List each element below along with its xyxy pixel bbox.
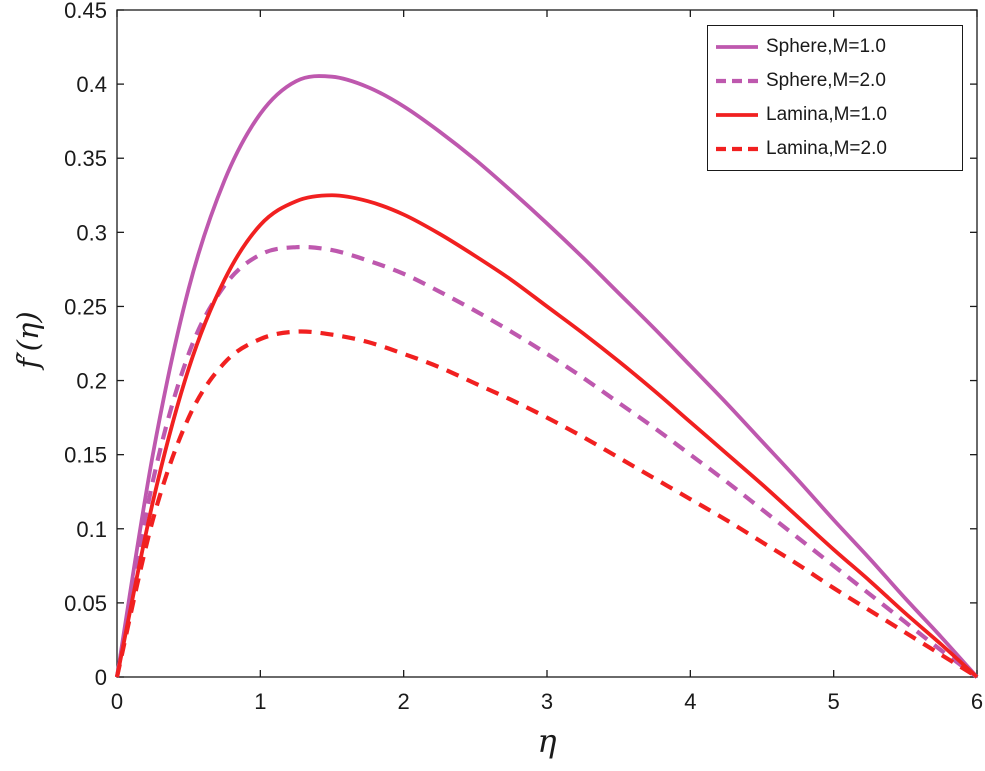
legend: Sphere,M=1.0 Sphere,M=2.0 Lamina,M=1.0 L… — [707, 25, 963, 171]
curve-sphere-m-2-0 — [114, 244, 979, 679]
y-tick-label: 0 — [95, 665, 107, 690]
y-tick-label: 0.1 — [76, 517, 107, 542]
legend-label: Sphere,M=2.0 — [766, 70, 886, 91]
y-tick-label: 0.25 — [64, 294, 107, 319]
legend-label: Lamina,M=2.0 — [766, 138, 887, 159]
x-axis-label: η — [537, 722, 557, 760]
y-axis-label: f′(η) — [11, 311, 45, 369]
y-tick-label: 0.2 — [76, 369, 107, 394]
curve-sphere-m-1-0 — [115, 74, 979, 679]
x-tick-label: 0 — [111, 689, 123, 714]
legend-label: Lamina,M=1.0 — [766, 104, 887, 125]
y-tick-label: 0.05 — [64, 591, 107, 616]
x-tick-label: 4 — [684, 689, 696, 714]
legend-line-sample — [716, 45, 758, 49]
legend-item: Sphere,M=1.0 — [714, 31, 956, 63]
legend-label: Sphere,M=1.0 — [766, 36, 886, 57]
curve-lamina-m-2-0 — [114, 329, 979, 679]
x-tick-label: 5 — [828, 689, 840, 714]
x-tick-label: 1 — [254, 689, 266, 714]
curve-lamina-m-1-0 — [115, 193, 979, 679]
y-tick-label: 0.4 — [76, 72, 107, 97]
y-tick-label: 0.35 — [64, 146, 107, 171]
legend-line-sample — [716, 78, 758, 84]
x-tick-label: 2 — [398, 689, 410, 714]
y-tick-label: 0.45 — [64, 0, 107, 23]
y-tick-label: 0.15 — [64, 443, 107, 468]
x-tick-label: 3 — [541, 689, 553, 714]
legend-item: Lamina,M=2.0 — [714, 133, 956, 165]
x-tick-label: 6 — [971, 689, 983, 714]
legend-line-sample — [716, 146, 758, 152]
legend-line-sample — [716, 113, 758, 117]
legend-item: Lamina,M=1.0 — [714, 99, 956, 131]
y-tick-label: 0.3 — [76, 220, 107, 245]
legend-item: Sphere,M=2.0 — [714, 65, 956, 97]
